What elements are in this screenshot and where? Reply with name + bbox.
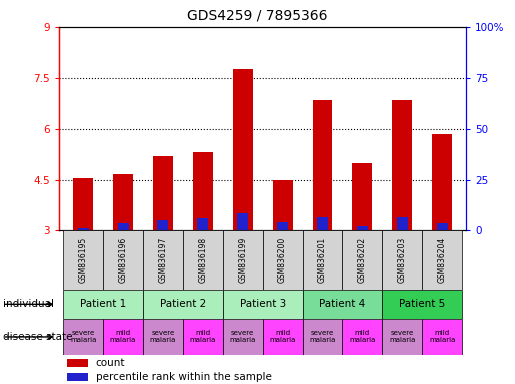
Bar bbox=[352, 162, 372, 230]
Text: percentile rank within the sample: percentile rank within the sample bbox=[96, 372, 272, 382]
Bar bbox=[263, 230, 302, 290]
Bar bbox=[233, 69, 253, 230]
Bar bbox=[223, 319, 263, 355]
Bar bbox=[63, 290, 143, 319]
Bar bbox=[392, 100, 412, 230]
Bar bbox=[357, 226, 368, 230]
Text: severe
malaria: severe malaria bbox=[310, 331, 336, 343]
Bar bbox=[237, 213, 248, 230]
Text: GSM836203: GSM836203 bbox=[398, 237, 407, 283]
Bar bbox=[277, 222, 288, 230]
Bar bbox=[302, 319, 342, 355]
Text: Patient 2: Patient 2 bbox=[160, 299, 206, 310]
Bar bbox=[313, 100, 333, 230]
Text: mild
malaria: mild malaria bbox=[190, 331, 216, 343]
Bar bbox=[143, 230, 183, 290]
Text: Patient 1: Patient 1 bbox=[80, 299, 126, 310]
Text: GSM836197: GSM836197 bbox=[159, 237, 167, 283]
Bar bbox=[143, 319, 183, 355]
Bar bbox=[422, 230, 462, 290]
Text: mild
malaria: mild malaria bbox=[429, 331, 455, 343]
Text: mild
malaria: mild malaria bbox=[269, 331, 296, 343]
Bar bbox=[223, 230, 263, 290]
Text: GSM836204: GSM836204 bbox=[438, 237, 447, 283]
Text: severe
malaria: severe malaria bbox=[230, 331, 256, 343]
Text: individual: individual bbox=[3, 299, 54, 310]
Text: GSM836200: GSM836200 bbox=[278, 237, 287, 283]
Text: severe
malaria: severe malaria bbox=[389, 331, 416, 343]
Text: GSM836198: GSM836198 bbox=[198, 237, 208, 283]
Bar bbox=[342, 319, 382, 355]
Bar bbox=[397, 217, 408, 230]
Text: mild
malaria: mild malaria bbox=[110, 331, 136, 343]
Bar bbox=[103, 319, 143, 355]
Bar bbox=[113, 174, 133, 230]
Bar bbox=[422, 319, 462, 355]
Bar bbox=[382, 290, 462, 319]
Bar bbox=[63, 319, 103, 355]
Bar bbox=[78, 228, 89, 230]
Text: GSM836195: GSM836195 bbox=[79, 237, 88, 283]
Bar bbox=[197, 218, 208, 230]
Bar bbox=[302, 290, 382, 319]
Bar bbox=[193, 152, 213, 230]
Text: count: count bbox=[96, 358, 125, 368]
Bar bbox=[342, 230, 382, 290]
Bar bbox=[73, 178, 93, 230]
Bar bbox=[183, 319, 223, 355]
Bar bbox=[67, 359, 88, 367]
Bar bbox=[117, 223, 129, 230]
Text: GDS4259 / 7895366: GDS4259 / 7895366 bbox=[187, 8, 328, 22]
Bar bbox=[432, 134, 452, 230]
Text: GSM836202: GSM836202 bbox=[358, 237, 367, 283]
Text: mild
malaria: mild malaria bbox=[349, 331, 375, 343]
Bar bbox=[63, 230, 103, 290]
Bar bbox=[183, 230, 223, 290]
Bar bbox=[272, 180, 293, 230]
Bar bbox=[382, 319, 422, 355]
Bar bbox=[382, 230, 422, 290]
Bar bbox=[263, 319, 302, 355]
Text: GSM836199: GSM836199 bbox=[238, 237, 247, 283]
Bar bbox=[103, 230, 143, 290]
Text: disease state: disease state bbox=[3, 332, 72, 342]
Bar bbox=[223, 290, 302, 319]
Text: Patient 5: Patient 5 bbox=[399, 299, 445, 310]
Text: GSM836196: GSM836196 bbox=[118, 237, 128, 283]
Bar bbox=[143, 290, 223, 319]
Text: severe
malaria: severe malaria bbox=[150, 331, 176, 343]
Bar bbox=[302, 230, 342, 290]
Bar bbox=[437, 223, 448, 230]
Bar bbox=[317, 217, 328, 230]
Text: Patient 4: Patient 4 bbox=[319, 299, 366, 310]
Bar bbox=[153, 156, 173, 230]
Text: GSM836201: GSM836201 bbox=[318, 237, 327, 283]
Text: severe
malaria: severe malaria bbox=[70, 331, 96, 343]
Text: Patient 3: Patient 3 bbox=[239, 299, 286, 310]
Bar bbox=[67, 373, 88, 381]
Bar bbox=[158, 220, 168, 230]
